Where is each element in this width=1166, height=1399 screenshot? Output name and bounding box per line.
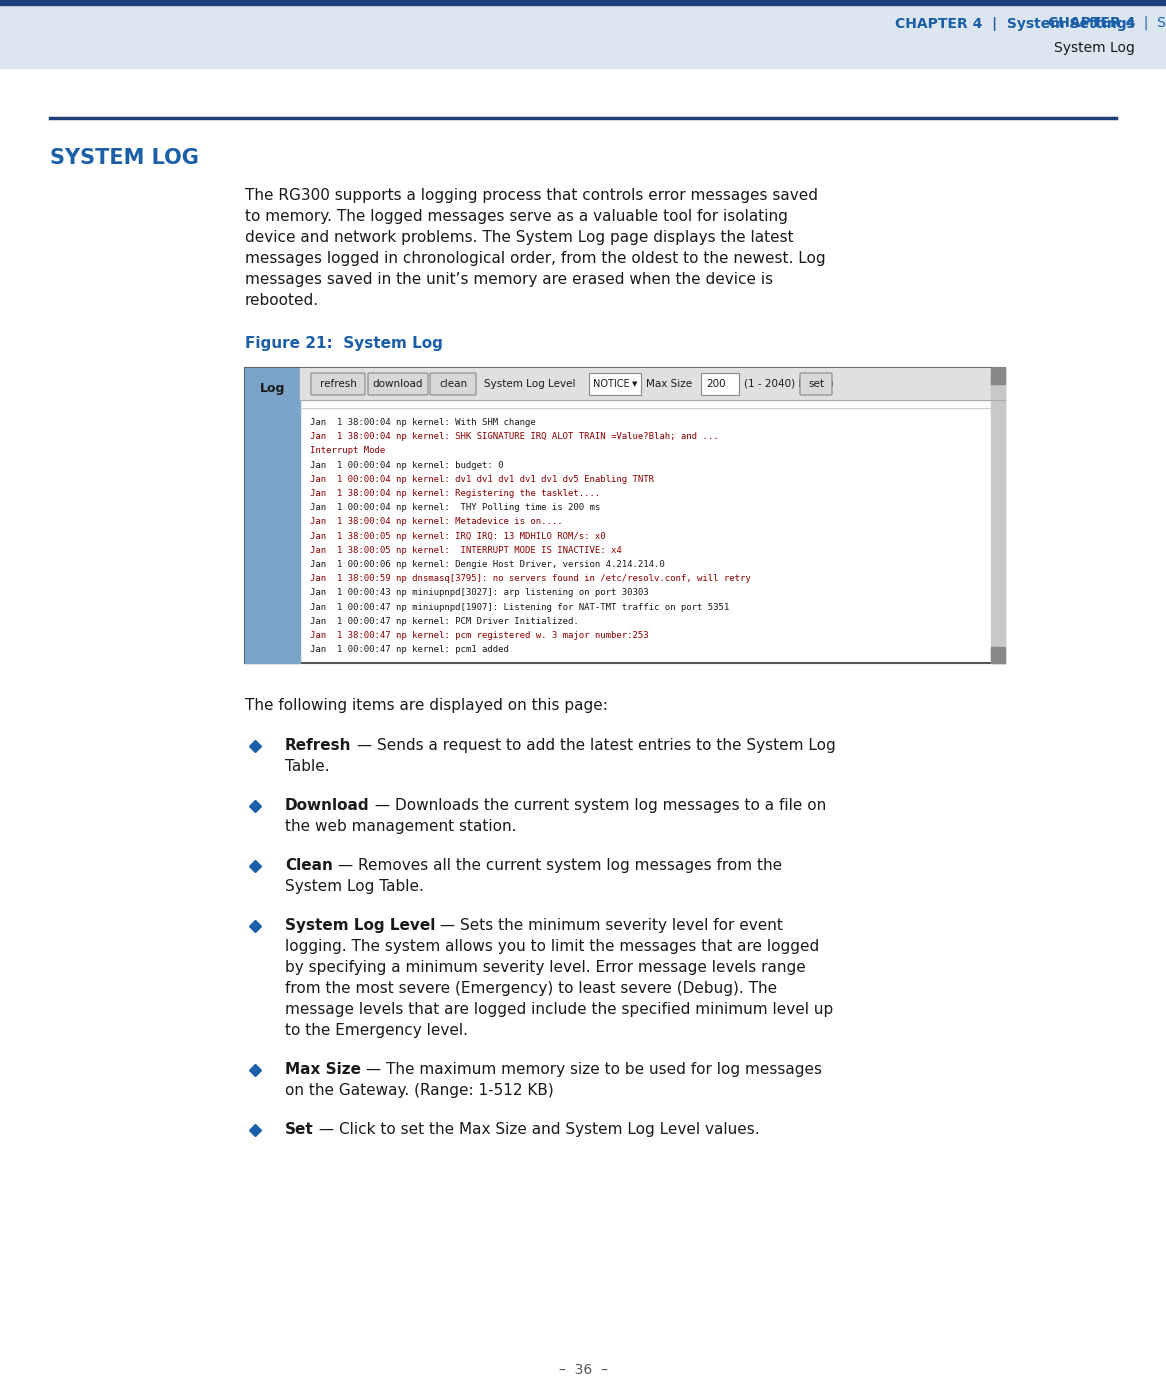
Text: Jan  1 00:00:06 np kernel: Dengie Host Driver, version 4.214.214.0: Jan 1 00:00:06 np kernel: Dengie Host Dr… bbox=[310, 560, 665, 569]
Bar bbox=[991, 646, 1005, 663]
Text: 200: 200 bbox=[707, 379, 725, 389]
Text: download: download bbox=[373, 379, 423, 389]
Text: Jan  1 00:00:04 np kernel: budget: 0: Jan 1 00:00:04 np kernel: budget: 0 bbox=[310, 460, 504, 470]
Text: Refresh: Refresh bbox=[285, 739, 351, 753]
Bar bbox=[0, 0, 1166, 6]
Bar bbox=[0, 0, 1166, 69]
Text: device and network problems. The System Log page displays the latest: device and network problems. The System … bbox=[245, 229, 794, 245]
Text: (1 - 2040) Line(s): (1 - 2040) Line(s) bbox=[744, 379, 834, 389]
Bar bbox=[991, 368, 1005, 663]
Text: Jan  1 38:00:04 np kernel: With SHM change: Jan 1 38:00:04 np kernel: With SHM chang… bbox=[310, 418, 535, 427]
Text: SYSTEM LOG: SYSTEM LOG bbox=[50, 148, 199, 168]
Text: Interrupt Mode: Interrupt Mode bbox=[310, 446, 385, 456]
Text: NOTICE: NOTICE bbox=[592, 379, 630, 389]
Text: Clean: Clean bbox=[285, 858, 332, 873]
FancyBboxPatch shape bbox=[368, 374, 428, 395]
Text: Jan  1 00:00:04 np kernel:  THY Polling time is 200 ms: Jan 1 00:00:04 np kernel: THY Polling ti… bbox=[310, 504, 600, 512]
Text: ▼: ▼ bbox=[632, 381, 638, 388]
Text: — The maximum memory size to be used for log messages: — The maximum memory size to be used for… bbox=[361, 1062, 822, 1077]
FancyBboxPatch shape bbox=[311, 374, 365, 395]
Text: Jan  1 38:00:04 np kernel: SHK SIGNATURE IRQ ALOT TRAIN =Value?Blah; and ...: Jan 1 38:00:04 np kernel: SHK SIGNATURE … bbox=[310, 432, 718, 441]
Bar bbox=[245, 368, 300, 663]
Text: — Sends a request to add the latest entries to the System Log: — Sends a request to add the latest entr… bbox=[351, 739, 835, 753]
Text: Table.: Table. bbox=[285, 760, 330, 774]
Text: — Sets the minimum severity level for event: — Sets the minimum severity level for ev… bbox=[435, 918, 784, 933]
Text: |  System Settings: | System Settings bbox=[1135, 15, 1166, 31]
Text: to memory. The logged messages serve as a valuable tool for isolating: to memory. The logged messages serve as … bbox=[245, 208, 788, 224]
Bar bbox=[991, 368, 1005, 383]
Text: logging. The system allows you to limit the messages that are logged: logging. The system allows you to limit … bbox=[285, 939, 820, 954]
Bar bbox=[589, 374, 641, 395]
Text: Jan  1 00:00:43 np miniupnpd[3027]: arp listening on port 30303: Jan 1 00:00:43 np miniupnpd[3027]: arp l… bbox=[310, 589, 648, 597]
Bar bbox=[300, 368, 1005, 400]
Text: The RG300 supports a logging process that controls error messages saved: The RG300 supports a logging process tha… bbox=[245, 187, 819, 203]
Text: Log: Log bbox=[260, 382, 286, 395]
Text: clean: clean bbox=[438, 379, 468, 389]
Text: System Log Table.: System Log Table. bbox=[285, 879, 424, 894]
Bar bbox=[701, 374, 739, 395]
Text: on the Gateway. (Range: 1-512 KB): on the Gateway. (Range: 1-512 KB) bbox=[285, 1083, 554, 1098]
Text: from the most severe (Emergency) to least severe (Debug). The: from the most severe (Emergency) to leas… bbox=[285, 981, 777, 996]
Text: CHAPTER 4: CHAPTER 4 bbox=[1047, 15, 1135, 29]
Text: System Log Level: System Log Level bbox=[285, 918, 435, 933]
Text: refresh: refresh bbox=[319, 379, 357, 389]
Text: –  36  –: – 36 – bbox=[559, 1363, 607, 1377]
Text: Jan  1 38:00:05 np kernel:  INTERRUPT MODE IS INACTIVE: x4: Jan 1 38:00:05 np kernel: INTERRUPT MODE… bbox=[310, 546, 621, 555]
FancyBboxPatch shape bbox=[800, 374, 833, 395]
Text: Max Size: Max Size bbox=[285, 1062, 361, 1077]
FancyBboxPatch shape bbox=[430, 374, 476, 395]
Text: by specifying a minimum severity level. Error message levels range: by specifying a minimum severity level. … bbox=[285, 960, 806, 975]
Text: System Log: System Log bbox=[1054, 41, 1135, 55]
Text: Jan  1 38:00:04 np kernel: Registering the tasklet....: Jan 1 38:00:04 np kernel: Registering th… bbox=[310, 490, 600, 498]
Text: Jan  1 00:00:04 np kernel: dv1 dv1 dv1 dv1 dv1 dv5 Enabling TNTR: Jan 1 00:00:04 np kernel: dv1 dv1 dv1 dv… bbox=[310, 474, 654, 484]
Text: Jan  1 38:00:04 np kernel: Metadevice is on....: Jan 1 38:00:04 np kernel: Metadevice is … bbox=[310, 518, 563, 526]
Text: Jan  1 38:00:05 np kernel: IRQ IRQ: 13 MDHILO ROM/s: x0: Jan 1 38:00:05 np kernel: IRQ IRQ: 13 MD… bbox=[310, 532, 605, 540]
Text: Jan  1 00:00:47 np kernel: pcm1 added: Jan 1 00:00:47 np kernel: pcm1 added bbox=[310, 645, 508, 655]
Text: System Log Level: System Log Level bbox=[484, 379, 576, 389]
Text: — Removes all the current system log messages from the: — Removes all the current system log mes… bbox=[332, 858, 782, 873]
Text: Figure 21:  System Log: Figure 21: System Log bbox=[245, 336, 443, 351]
Bar bbox=[245, 368, 1005, 663]
Text: Jan  1 38:00:47 np kernel: pcm registered w. 3 major number:253: Jan 1 38:00:47 np kernel: pcm registered… bbox=[310, 631, 648, 639]
Text: Set: Set bbox=[285, 1122, 314, 1137]
Text: set: set bbox=[808, 379, 824, 389]
Text: message levels that are logged include the specified minimum level up: message levels that are logged include t… bbox=[285, 1002, 834, 1017]
Text: messages saved in the unit’s memory are erased when the device is: messages saved in the unit’s memory are … bbox=[245, 271, 773, 287]
Text: CHAPTER 4  |  System Settings: CHAPTER 4 | System Settings bbox=[895, 17, 1135, 31]
Text: The following items are displayed on this page:: The following items are displayed on thi… bbox=[245, 698, 607, 713]
Text: to the Emergency level.: to the Emergency level. bbox=[285, 1023, 468, 1038]
Text: Jan  1 38:00:59 np dnsmasq[3795]: no servers found in /etc/resolv.conf, will ret: Jan 1 38:00:59 np dnsmasq[3795]: no serv… bbox=[310, 574, 751, 583]
Text: — Downloads the current system log messages to a file on: — Downloads the current system log messa… bbox=[370, 797, 826, 813]
Text: Max Size: Max Size bbox=[646, 379, 693, 389]
Text: — Click to set the Max Size and System Log Level values.: — Click to set the Max Size and System L… bbox=[314, 1122, 759, 1137]
Text: Jan  1 00:00:47 np kernel: PCM Driver Initialized.: Jan 1 00:00:47 np kernel: PCM Driver Ini… bbox=[310, 617, 578, 625]
Text: messages logged in chronological order, from the oldest to the newest. Log: messages logged in chronological order, … bbox=[245, 250, 826, 266]
Text: Jan  1 00:00:47 np miniupnpd[1907]: Listening for NAT-TMT traffic on port 5351: Jan 1 00:00:47 np miniupnpd[1907]: Liste… bbox=[310, 603, 729, 611]
Text: rebooted.: rebooted. bbox=[245, 292, 319, 308]
Text: the web management station.: the web management station. bbox=[285, 818, 517, 834]
Text: Download: Download bbox=[285, 797, 370, 813]
